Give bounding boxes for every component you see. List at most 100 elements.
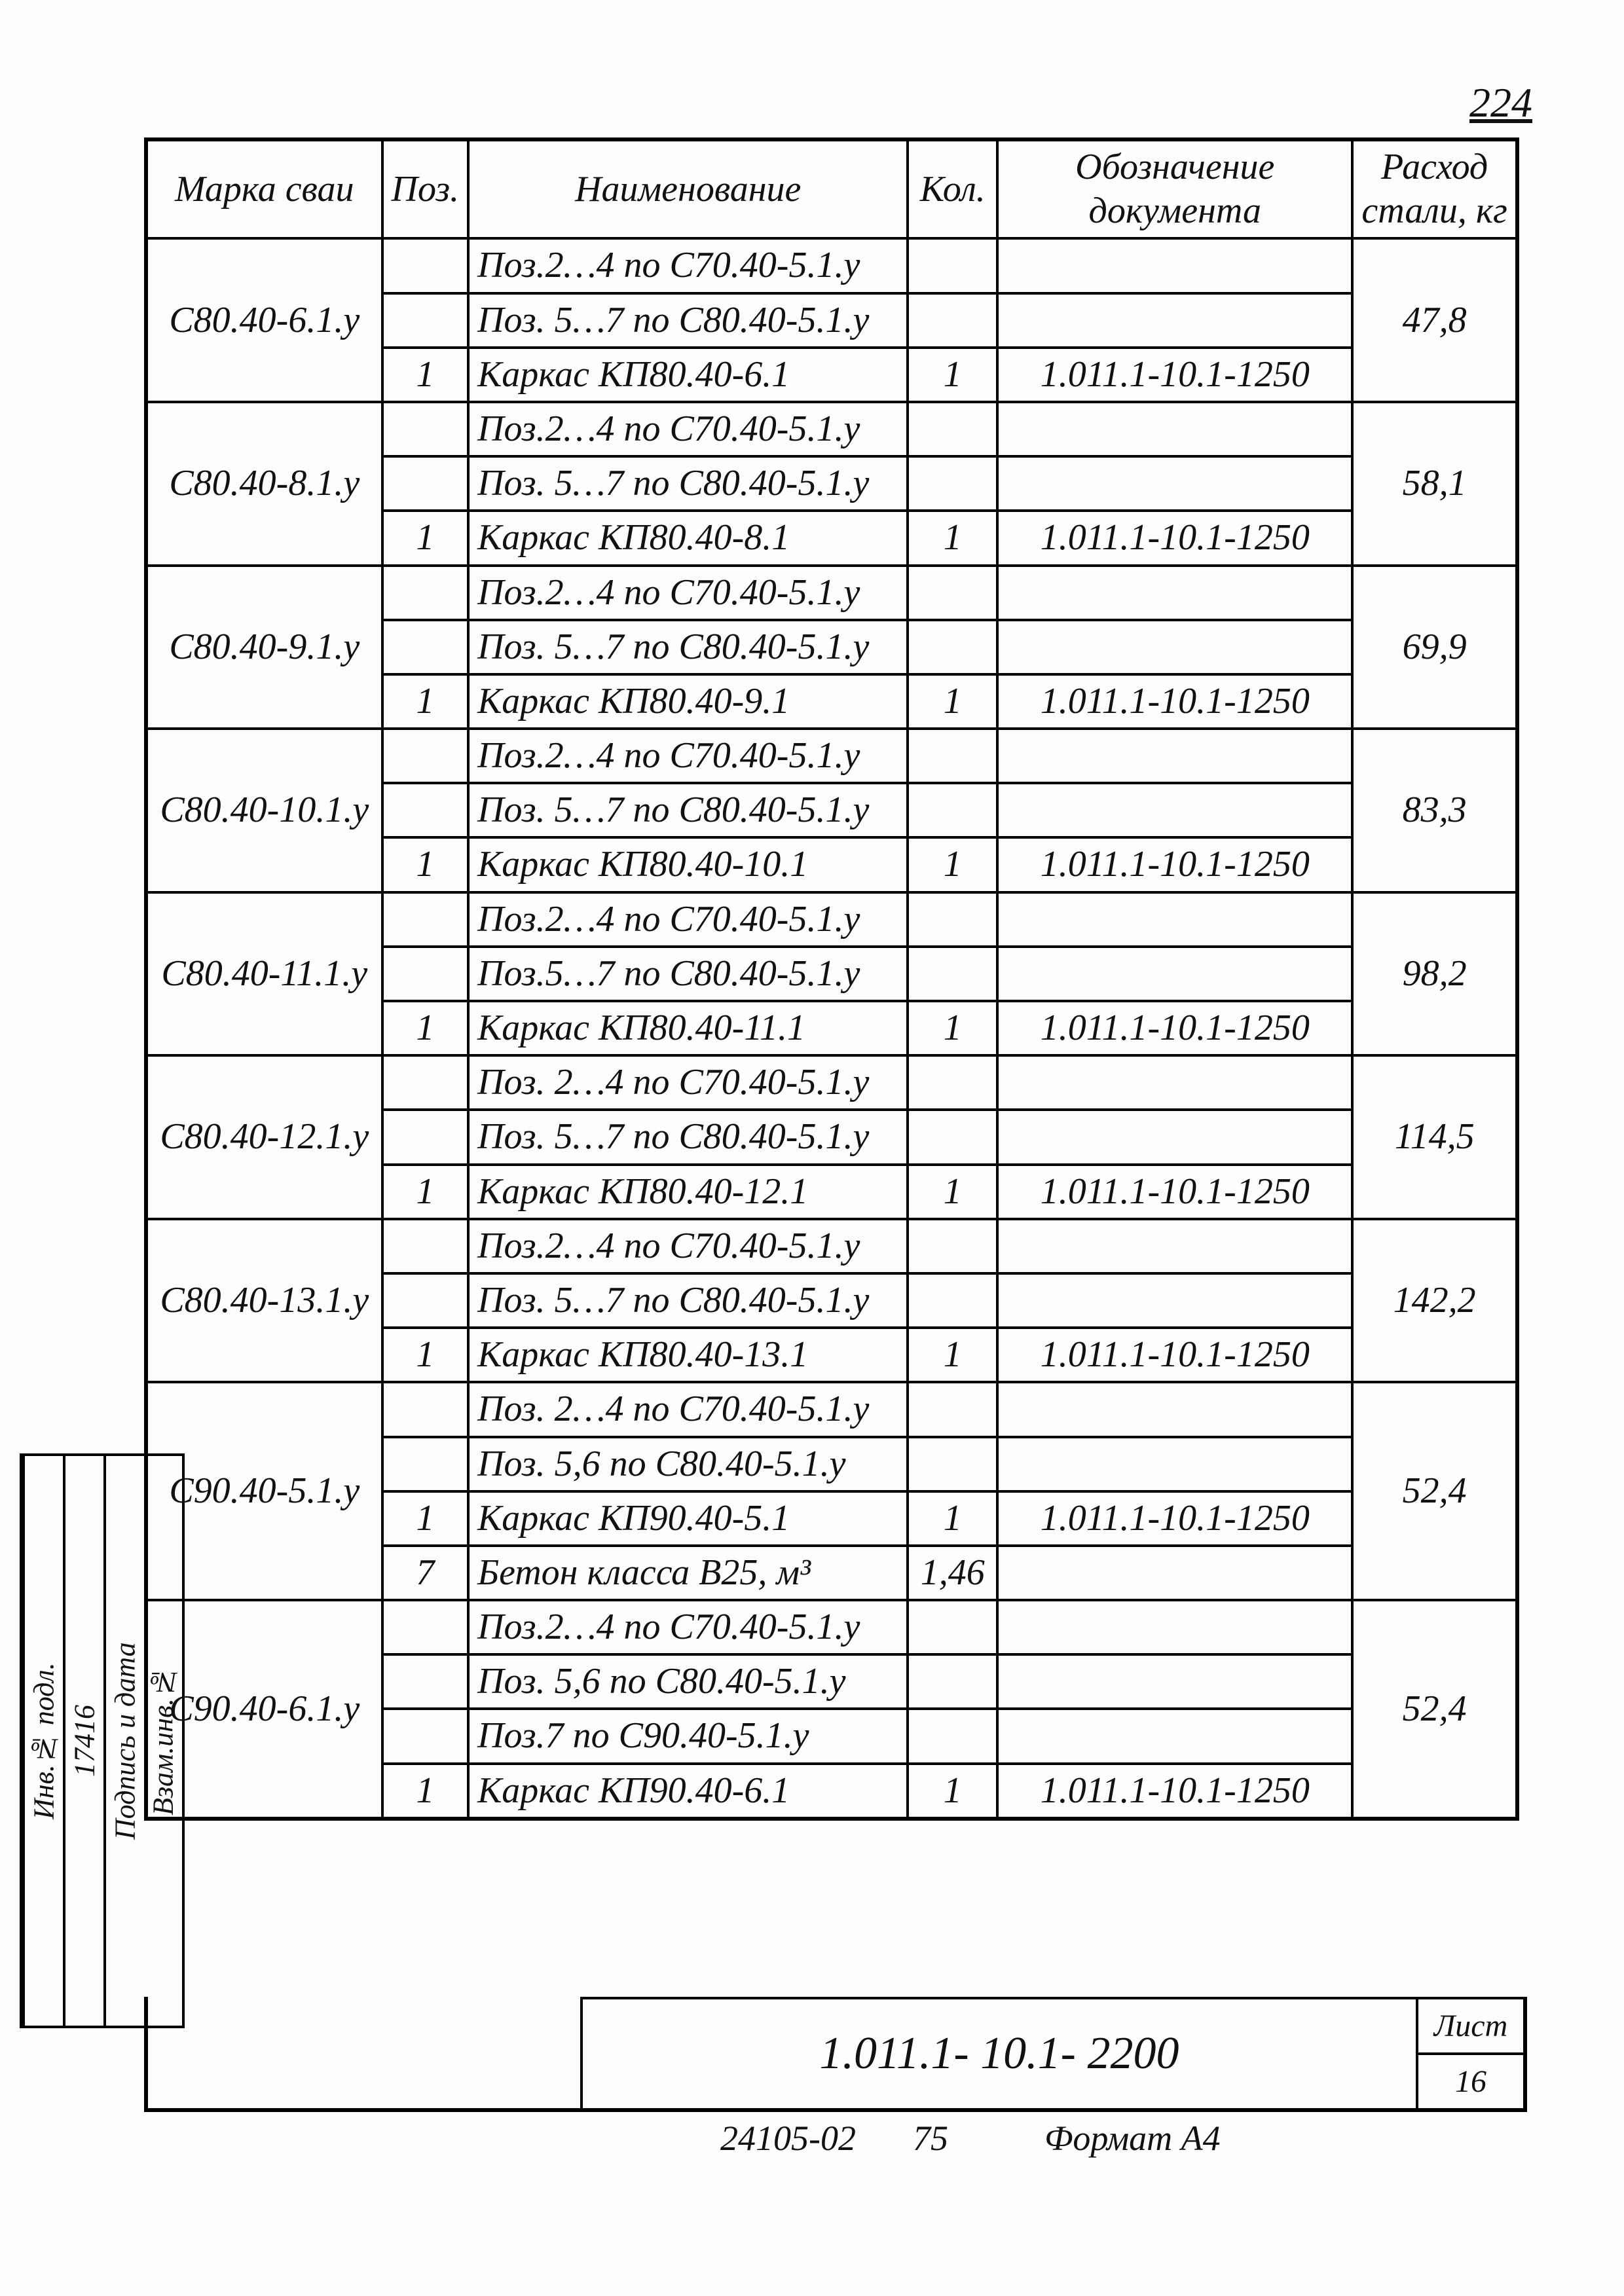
side-strip: Инв.№ подл. 17416 Подпись и дата Взам.ин… bbox=[20, 1453, 185, 2028]
cell-kol bbox=[908, 402, 997, 456]
cell-doc: 1.011.1-10.1-1250 bbox=[997, 1491, 1352, 1546]
cell-kol bbox=[908, 1055, 997, 1110]
cell-kol bbox=[908, 620, 997, 674]
cell-naim: Поз. 2…4 по С70.40-5.1.у bbox=[468, 1055, 908, 1110]
cell-doc bbox=[997, 1110, 1352, 1164]
col-doc: Обозначение документа bbox=[997, 139, 1352, 238]
cell-kol: 1 bbox=[908, 1764, 997, 1819]
cell-naim: Поз. 5…7 по С80.40-5.1.у bbox=[468, 1273, 908, 1328]
cell-poz bbox=[382, 1600, 469, 1654]
footer-list-box: Лист 16 bbox=[1418, 1997, 1523, 2108]
table-row: С90.40-5.1.уПоз. 2…4 по С70.40-5.1.у52,4 bbox=[146, 1382, 1517, 1436]
cell-naim: Поз. 5,6 по С80.40-5.1.у bbox=[468, 1654, 908, 1709]
cell-naim: Поз.2…4 по С70.40-5.1.у bbox=[468, 729, 908, 783]
cell-doc bbox=[997, 620, 1352, 674]
cell-ras: 52,4 bbox=[1352, 1600, 1517, 1819]
cell-doc: 1.011.1-10.1-1250 bbox=[997, 348, 1352, 402]
bottom-num: 75 bbox=[913, 2119, 948, 2158]
cell-marka: С80.40-11.1.у bbox=[146, 892, 382, 1056]
cell-doc bbox=[997, 729, 1352, 783]
cell-poz bbox=[382, 1110, 469, 1164]
cell-kol bbox=[908, 1273, 997, 1328]
footer-blank bbox=[148, 1997, 583, 2108]
spec-table: Марка сваи Поз. Наименование Кол. Обозна… bbox=[144, 137, 1519, 1821]
cell-poz: 1 bbox=[382, 674, 469, 729]
cell-kol: 1 bbox=[908, 511, 997, 565]
cell-naim: Каркас КП80.40-10.1 bbox=[468, 837, 908, 892]
cell-ras: 69,9 bbox=[1352, 566, 1517, 729]
header-row: Марка сваи Поз. Наименование Кол. Обозна… bbox=[146, 139, 1517, 238]
cell-poz bbox=[382, 1273, 469, 1328]
cell-kol bbox=[908, 729, 997, 783]
cell-kol bbox=[908, 947, 997, 1001]
cell-ras: 47,8 bbox=[1352, 238, 1517, 402]
table-row: С90.40-6.1.уПоз.2…4 по С70.40-5.1.у52,4 bbox=[146, 1600, 1517, 1654]
bottom-note: 24105-02 75 Формат А4 bbox=[720, 2118, 1221, 2159]
cell-naim: Поз.2…4 по С70.40-5.1.у bbox=[468, 238, 908, 293]
cell-poz bbox=[382, 1709, 469, 1763]
col-poz: Поз. bbox=[382, 139, 469, 238]
cell-ras: 58,1 bbox=[1352, 402, 1517, 566]
cell-doc bbox=[997, 293, 1352, 348]
side-sign-date: Подпись и дата bbox=[103, 1456, 144, 2026]
table-row: С80.40-10.1.уПоз.2…4 по С70.40-5.1.у83,3 bbox=[146, 729, 1517, 783]
cell-poz: 7 bbox=[382, 1546, 469, 1600]
cell-marka: С80.40-9.1.у bbox=[146, 566, 382, 729]
footer-list-number: 16 bbox=[1418, 2055, 1523, 2108]
cell-naim: Каркас КП90.40-5.1 bbox=[468, 1491, 908, 1546]
cell-doc bbox=[997, 947, 1352, 1001]
cell-doc bbox=[997, 892, 1352, 947]
cell-doc bbox=[997, 1273, 1352, 1328]
cell-naim: Поз. 5,6 по С80.40-5.1.у bbox=[468, 1437, 908, 1491]
cell-poz bbox=[382, 783, 469, 837]
cell-naim: Поз.2…4 по С70.40-5.1.у bbox=[468, 1600, 908, 1654]
cell-naim: Поз.2…4 по С70.40-5.1.у bbox=[468, 566, 908, 620]
cell-kol bbox=[908, 1110, 997, 1164]
cell-ras: 114,5 bbox=[1352, 1055, 1517, 1219]
cell-kol bbox=[908, 783, 997, 837]
cell-marka: С80.40-12.1.у bbox=[146, 1055, 382, 1219]
cell-poz bbox=[382, 1219, 469, 1273]
cell-marka: С80.40-13.1.у bbox=[146, 1219, 382, 1383]
side-inv-number: 17416 bbox=[63, 1456, 103, 2026]
cell-naim: Поз.7 по С90.40-5.1.у bbox=[468, 1709, 908, 1763]
col-kol: Кол. bbox=[908, 139, 997, 238]
cell-poz bbox=[382, 1654, 469, 1709]
cell-naim: Поз.2…4 по С70.40-5.1.у bbox=[468, 402, 908, 456]
cell-ras: 142,2 bbox=[1352, 1219, 1517, 1383]
cell-naim: Поз.2…4 по С70.40-5.1.у bbox=[468, 892, 908, 947]
cell-naim: Поз. 5…7 по С80.40-5.1.у bbox=[468, 456, 908, 511]
cell-doc bbox=[997, 1219, 1352, 1273]
cell-naim: Поз. 5…7 по С80.40-5.1.у bbox=[468, 1110, 908, 1164]
col-naim: Наименование bbox=[468, 139, 908, 238]
cell-kol bbox=[908, 1600, 997, 1654]
side-vzam-inv: Взам.инв.№ bbox=[144, 1456, 182, 2026]
cell-doc bbox=[997, 1382, 1352, 1436]
col-marka: Марка сваи bbox=[146, 139, 382, 238]
cell-poz bbox=[382, 293, 469, 348]
cell-naim: Каркас КП80.40-8.1 bbox=[468, 511, 908, 565]
cell-doc bbox=[997, 1709, 1352, 1763]
cell-poz: 1 bbox=[382, 348, 469, 402]
cell-naim: Каркас КП80.40-12.1 bbox=[468, 1165, 908, 1219]
cell-kol: 1 bbox=[908, 1165, 997, 1219]
table-row: С80.40-8.1.уПоз.2…4 по С70.40-5.1.у58,1 bbox=[146, 402, 1517, 456]
cell-poz bbox=[382, 402, 469, 456]
cell-kol bbox=[908, 1382, 997, 1436]
cell-poz bbox=[382, 892, 469, 947]
cell-poz: 1 bbox=[382, 1491, 469, 1546]
footer-doc-number: 1.011.1- 10.1- 2200 bbox=[583, 1997, 1418, 2108]
bottom-code: 24105-02 bbox=[720, 2119, 856, 2158]
cell-poz: 1 bbox=[382, 1165, 469, 1219]
cell-poz bbox=[382, 566, 469, 620]
cell-kol bbox=[908, 1654, 997, 1709]
cell-marka: С80.40-6.1.у bbox=[146, 238, 382, 402]
cell-kol: 1 bbox=[908, 837, 997, 892]
cell-kol: 1 bbox=[908, 1001, 997, 1055]
cell-doc bbox=[997, 1437, 1352, 1491]
cell-doc: 1.011.1-10.1-1250 bbox=[997, 511, 1352, 565]
cell-doc bbox=[997, 1546, 1352, 1600]
cell-poz bbox=[382, 729, 469, 783]
cell-naim: Поз. 5…7 по С80.40-5.1.у bbox=[468, 293, 908, 348]
cell-marka: С80.40-10.1.у bbox=[146, 729, 382, 892]
